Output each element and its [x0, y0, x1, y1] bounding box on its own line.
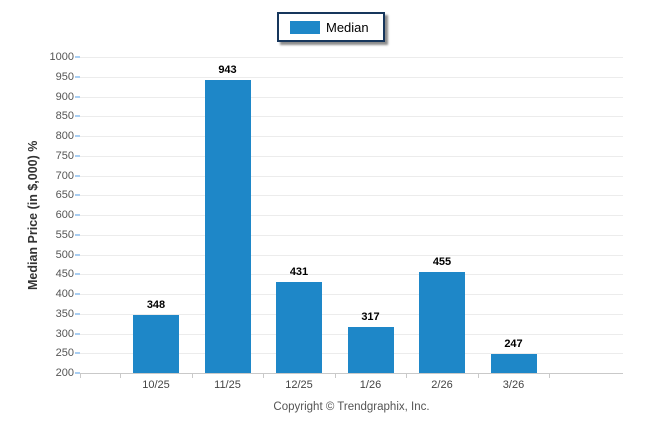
gridline — [80, 215, 623, 216]
gridline — [80, 254, 623, 256]
y-axis-tick — [75, 273, 80, 276]
x-axis-tick — [191, 373, 193, 378]
gridline — [80, 116, 623, 118]
y-tick-label: 700 — [55, 169, 74, 182]
y-tick-label: 600 — [55, 209, 74, 221]
y-axis-tick — [75, 95, 80, 98]
x-tick-label: 10/25 — [142, 379, 170, 391]
gridline — [80, 195, 623, 197]
bar-value-label: 348 — [146, 298, 166, 311]
y-tick-label: 550 — [55, 228, 74, 241]
y-tick-label: 300 — [55, 327, 74, 340]
copyright-text: Copyright © Trendgraphix, Inc. — [273, 401, 430, 413]
y-tick-label: 850 — [55, 110, 74, 123]
bar — [133, 314, 179, 373]
y-tick-label: 250 — [55, 347, 74, 360]
bar-value-label: 317 — [361, 310, 380, 323]
x-tick-label: 2/26 — [431, 379, 453, 391]
y-tick-label: 650 — [55, 189, 74, 202]
y-axis-tick — [75, 372, 80, 374]
gridline — [80, 76, 623, 78]
y-axis-tick — [75, 293, 80, 295]
y-tick-label: 750 — [55, 149, 74, 162]
x-tick-label: 11/25 — [214, 379, 241, 391]
y-axis-tick — [75, 332, 80, 335]
y-axis-tick — [75, 135, 80, 137]
y-axis-tick — [75, 312, 80, 315]
y-tick-label: 1000 — [49, 51, 74, 63]
gridline — [80, 175, 623, 177]
y-tick-label: 350 — [55, 307, 74, 320]
y-tick-label: 450 — [55, 268, 74, 281]
y-axis-tick — [75, 56, 80, 58]
bar — [419, 272, 465, 373]
y-axis-tick — [75, 253, 80, 256]
bar — [490, 354, 537, 373]
bar — [347, 326, 394, 373]
x-tick-label: 12/25 — [285, 379, 313, 391]
y-axis-tick — [75, 194, 80, 197]
gridline — [80, 234, 623, 236]
gridline — [80, 294, 623, 295]
y-axis-tick — [75, 115, 80, 118]
bar — [204, 79, 251, 373]
legend: Median — [277, 12, 385, 42]
gridline — [80, 57, 623, 58]
y-tick-label: 200 — [55, 367, 74, 379]
x-axis-tick — [477, 373, 479, 378]
x-axis-tick — [263, 373, 265, 378]
bar — [276, 281, 322, 373]
y-axis-tick — [75, 233, 80, 236]
plot-area: 348 10/25 943 11/25 431 12/25 317 1/26 455 2/26 24… — [75, 56, 623, 391]
x-axis-tick — [406, 373, 408, 378]
gridline — [80, 274, 623, 276]
y-axis-tick — [75, 75, 80, 78]
legend-series-label: Median — [326, 19, 369, 35]
y-axis-labels: 200 250 300 350 400 450 500 550 600 650 700 750 800 8… — [0, 51, 74, 379]
bar-value-label: 431 — [289, 265, 309, 278]
legend-color-swatch — [290, 20, 320, 34]
x-tick-label: 3/26 — [502, 379, 525, 391]
gridline — [80, 155, 623, 157]
bar-value-label: 455 — [432, 256, 452, 269]
gridline — [80, 96, 623, 98]
y-tick-label: 500 — [55, 248, 74, 261]
y-tick-label: 800 — [55, 130, 74, 142]
gridline — [80, 313, 623, 315]
x-axis-tick — [80, 373, 81, 378]
bar-value-label: 247 — [504, 338, 523, 351]
x-axis-tick — [334, 373, 336, 378]
y-axis-tick — [75, 174, 80, 177]
x-tick-label: 1/26 — [359, 379, 382, 391]
y-axis-tick — [75, 214, 80, 216]
bar-value-label: 943 — [218, 63, 237, 76]
gridline — [80, 136, 623, 137]
y-axis-tick — [75, 154, 80, 157]
y-tick-label: 400 — [55, 288, 74, 300]
y-axis-tick — [75, 352, 80, 355]
y-tick-label: 900 — [55, 90, 74, 103]
x-axis-tick — [549, 373, 551, 378]
x-axis-tick — [120, 373, 122, 378]
y-tick-label: 950 — [55, 70, 74, 83]
